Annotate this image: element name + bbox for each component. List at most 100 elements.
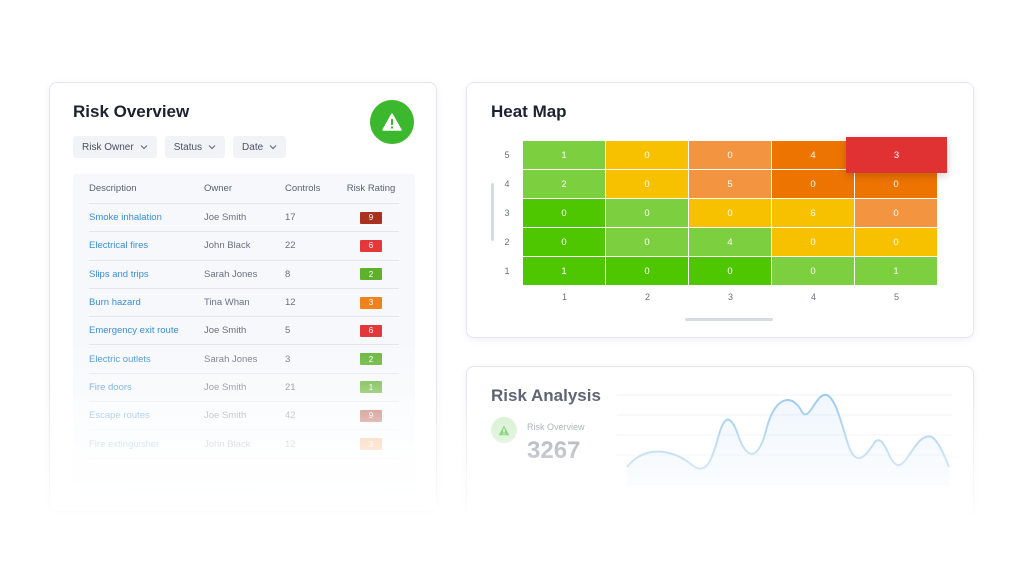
- risk-owner: Joe Smith: [204, 325, 247, 337]
- risk-description[interactable]: Fire extinguisher: [89, 438, 160, 450]
- kpi-label: Risk Overview: [527, 422, 585, 432]
- heat-map-cell[interactable]: 0: [855, 199, 937, 227]
- heat-map-cell[interactable]: 6: [772, 199, 854, 227]
- risk-rating-badge: 9: [360, 409, 382, 422]
- column-header[interactable]: Risk Rating: [346, 183, 396, 194]
- x-axis-label: 3: [727, 292, 733, 302]
- risk-owner: Joe Smith: [204, 410, 247, 422]
- column-header[interactable]: Controls: [285, 183, 321, 194]
- heat-map-cell[interactable]: 0: [606, 257, 688, 285]
- chevron-down-icon: [208, 145, 216, 150]
- heat-map-cell[interactable]: 2: [523, 170, 605, 198]
- vertical-scrollbar[interactable]: [491, 183, 494, 241]
- risk-rating-cell: 2: [345, 268, 397, 281]
- heat-map-cell[interactable]: 0: [689, 257, 771, 285]
- risk-owner: Sarah Jones: [204, 353, 258, 365]
- table-row[interactable]: Emergency exit route Joe Smith 5 6: [89, 317, 399, 346]
- y-axis-label: 3: [504, 208, 510, 218]
- heat-map-cell[interactable]: 0: [772, 257, 854, 285]
- heat-map-cell[interactable]: 0: [689, 199, 771, 227]
- controls-count: 3: [285, 353, 291, 365]
- column-header[interactable]: Owner: [204, 183, 232, 194]
- heat-map-cell[interactable]: 0: [772, 170, 854, 198]
- warning-icon: [491, 417, 517, 443]
- table-row[interactable]: Escape routes Joe Smith 42 9: [89, 402, 399, 431]
- risk-rating-cell: 6: [345, 324, 397, 337]
- risk-rating-cell: 6: [345, 239, 397, 252]
- filter-label: Risk Owner: [82, 141, 134, 153]
- risk-description[interactable]: Fire doors: [89, 381, 132, 393]
- risk-rating-cell: 9: [345, 211, 397, 224]
- y-axis-label: 1: [504, 266, 510, 276]
- heat-map-cell[interactable]: 4: [689, 228, 771, 256]
- table-row[interactable]: Electrical fires John Black 22 6: [89, 232, 399, 261]
- heat-map-cell[interactable]: 0: [855, 170, 937, 198]
- heat-map-cell[interactable]: 0: [606, 141, 688, 169]
- table-row[interactable]: Fire doors Joe Smith 21 1: [89, 374, 399, 403]
- risk-overview-title: Risk Overview: [73, 102, 190, 121]
- heat-map-cell[interactable]: 4: [772, 141, 854, 169]
- filter-bar: Risk Owner Status Date: [73, 136, 287, 158]
- table-row[interactable]: Slips and trips Sarah Jones 8 2: [89, 261, 399, 289]
- y-axis-label: 2: [504, 237, 510, 247]
- filter-label: Status: [173, 141, 203, 153]
- table-row[interactable]: Burn hazard Tina Whan 12 3: [89, 289, 399, 318]
- heat-map-cell[interactable]: 5: [689, 170, 771, 198]
- risk-description[interactable]: Smoke inhalation: [89, 212, 162, 224]
- y-axis-label: 5: [504, 150, 510, 160]
- horizontal-scrollbar[interactable]: [685, 318, 773, 321]
- risk-rating-cell: 3: [345, 296, 397, 309]
- risk-rating-badge: 1: [360, 381, 382, 394]
- trend-line-chart: [617, 393, 952, 485]
- heat-map-cell[interactable]: 1: [855, 257, 937, 285]
- risk-rating-badge: 6: [360, 324, 382, 337]
- status-filter[interactable]: Status: [164, 136, 226, 158]
- risk-owner: Joe Smith: [204, 381, 247, 393]
- risk-description[interactable]: Electrical fires: [89, 240, 149, 252]
- heat-map-cell[interactable]: 0: [523, 199, 605, 227]
- column-header[interactable]: Description: [89, 183, 137, 194]
- x-axis-label: 4: [810, 292, 816, 302]
- risk-table: Description Owner Controls Risk Rating S…: [73, 174, 415, 494]
- risk-description[interactable]: Slips and trips: [89, 268, 149, 280]
- warning-icon[interactable]: [370, 100, 414, 144]
- risk-description[interactable]: Electric outlets: [89, 353, 151, 365]
- risk-description[interactable]: Emergency exit route: [89, 325, 179, 337]
- heat-map-cell[interactable]: 0: [606, 199, 688, 227]
- risk-owner: Sarah Jones: [204, 268, 258, 280]
- risk-description[interactable]: Escape routes: [89, 410, 150, 422]
- filter-label: Date: [242, 141, 264, 153]
- risk-owner-filter[interactable]: Risk Owner: [73, 136, 157, 158]
- x-axis-label: 5: [893, 292, 899, 302]
- controls-count: 42: [285, 410, 296, 422]
- heat-map-cell[interactable]: 0: [772, 228, 854, 256]
- heat-map-cell[interactable]: 0: [855, 228, 937, 256]
- table-row[interactable]: Smoke inhalation Joe Smith 17 9: [89, 204, 399, 233]
- risk-rating-badge: 3: [360, 296, 382, 309]
- date-filter[interactable]: Date: [233, 136, 287, 158]
- risk-description[interactable]: Burn hazard: [89, 297, 141, 309]
- heat-map-cell[interactable]: 1: [523, 141, 605, 169]
- controls-count: 22: [285, 240, 296, 252]
- heat-map-cell[interactable]: 0: [606, 170, 688, 198]
- x-axis-label: 2: [644, 292, 650, 302]
- heat-map-cell[interactable]: 0: [523, 228, 605, 256]
- risk-rating-cell: 2: [345, 353, 397, 366]
- heat-map-cell[interactable]: 3: [846, 137, 947, 173]
- x-axis-label: 1: [561, 292, 567, 302]
- table-row[interactable]: Fire extinguisher John Black 12 3: [89, 430, 399, 459]
- risk-analysis-title: Risk Analysis: [491, 386, 601, 405]
- controls-count: 17: [285, 212, 296, 224]
- heat-map-title: Heat Map: [491, 102, 567, 121]
- table-body: Smoke inhalation Joe Smith 17 9 Electrical f…: [73, 204, 415, 459]
- table-row[interactable]: Electric outlets Sarah Jones 3 2: [89, 345, 399, 374]
- controls-count: 8: [285, 268, 291, 280]
- heat-map-cell[interactable]: 0: [689, 141, 771, 169]
- heat-map-cell[interactable]: 0: [606, 228, 688, 256]
- heat-map-cell[interactable]: 1: [523, 257, 605, 285]
- chevron-down-icon: [140, 145, 148, 150]
- risk-rating-cell: 3: [345, 438, 397, 451]
- risk-owner: Joe Smith: [204, 212, 247, 224]
